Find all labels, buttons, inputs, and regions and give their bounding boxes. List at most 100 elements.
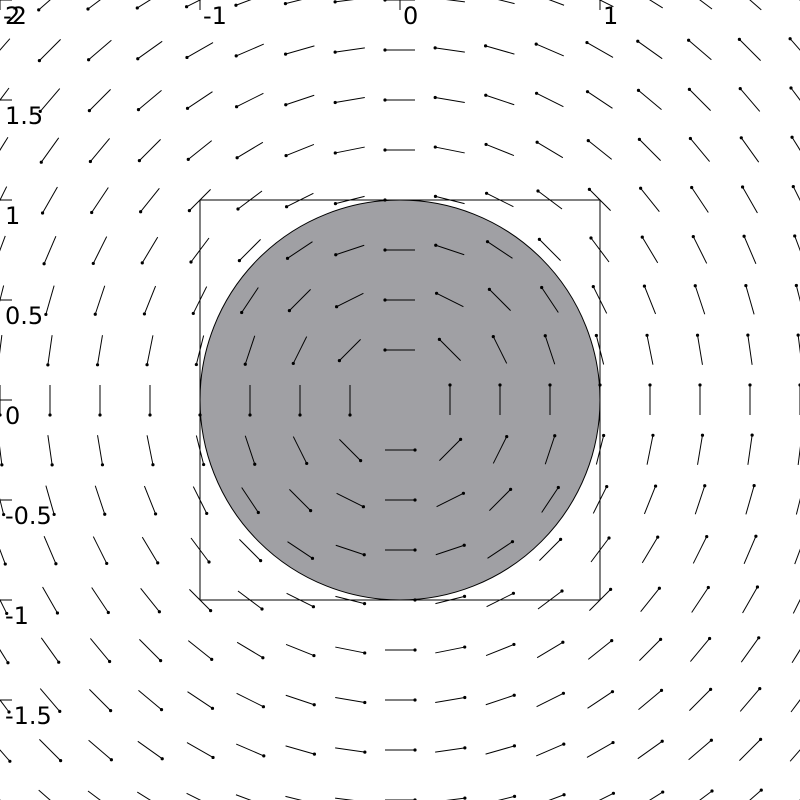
field-arrow: [589, 236, 610, 263]
field-arrow: [48, 385, 52, 417]
field-arrow: [748, 383, 752, 415]
field-arrow: [492, 434, 509, 464]
y-tick-label: -1: [5, 602, 29, 630]
field-arrow: [699, 789, 714, 800]
field-arrow: [738, 87, 761, 112]
field-arrow: [0, 285, 5, 303]
field-arrow: [534, 42, 564, 57]
field-arrow: [90, 638, 112, 664]
field-arrow: [40, 186, 58, 215]
field-arrow: [237, 239, 261, 263]
field-arrow: [0, 186, 8, 202]
field-arrow: [789, 86, 800, 101]
field-arrow: [539, 537, 563, 561]
field-arrow: [0, 87, 10, 101]
field-arrow: [95, 335, 103, 367]
field-arrow: [93, 285, 106, 316]
field-arrow: [334, 292, 364, 309]
field-arrow: [792, 598, 800, 614]
field-arrow: [587, 639, 614, 660]
field-arrow: [692, 534, 709, 564]
field-arrow: [484, 93, 515, 106]
field-arrow: [485, 693, 516, 706]
field-arrow: [235, 141, 264, 160]
field-arrow: [383, 248, 415, 252]
field-arrow: [548, 793, 566, 800]
field-arrow: [485, 744, 517, 755]
field-arrow: [333, 97, 365, 105]
field-arrow: [690, 636, 712, 662]
field-arrow: [636, 88, 662, 110]
field-arrow: [87, 89, 111, 113]
field-arrow: [383, 298, 415, 302]
field-arrow: [548, 383, 552, 415]
field-arrow: [90, 187, 109, 215]
field-arrow: [0, 548, 7, 566]
field-arrow: [639, 637, 663, 661]
field-arrow: [433, 194, 465, 205]
field-arrow: [598, 0, 614, 8]
y-tick-label: -1.5: [5, 702, 52, 730]
field-arrow: [87, 790, 101, 800]
field-arrow: [39, 739, 63, 763]
x-tick-label: 1: [603, 2, 618, 30]
field-arrow: [88, 739, 113, 762]
field-arrow: [234, 43, 264, 58]
field-arrow: [37, 0, 51, 12]
field-arrow: [640, 235, 659, 264]
field-arrow: [0, 699, 11, 714]
field-arrow: [284, 94, 315, 107]
field-arrow: [46, 335, 53, 367]
field-arrow: [139, 187, 160, 214]
field-arrow: [636, 39, 663, 60]
field-arrow: [0, 335, 3, 355]
field-arrow: [498, 383, 502, 415]
y-tick-label: 0: [5, 402, 20, 430]
field-arrow: [483, 44, 515, 55]
field-arrow: [335, 797, 355, 800]
y-tick-label: 1: [5, 202, 20, 230]
field-arrow: [235, 794, 252, 800]
unit-disk: [199, 199, 601, 601]
field-arrow: [148, 385, 152, 417]
field-arrow: [40, 637, 61, 664]
field-arrow: [433, 145, 465, 154]
field-arrow: [0, 385, 2, 417]
field-arrow: [487, 287, 511, 311]
field-arrow: [642, 284, 657, 315]
field-arrow: [42, 586, 60, 615]
field-arrow: [637, 739, 664, 760]
field-arrow: [145, 335, 154, 367]
field-arrow: [646, 433, 655, 465]
field-arrow: [587, 187, 611, 211]
field-arrow: [287, 541, 315, 560]
field-arrow: [742, 585, 760, 614]
field-arrow: [136, 40, 163, 61]
field-arrow: [139, 639, 163, 663]
field-arrow: [795, 497, 800, 515]
field-arrow: [239, 539, 263, 563]
field-arrow: [649, 790, 665, 800]
field-arrow: [687, 87, 711, 111]
field-arrow: [42, 236, 57, 266]
field-arrow: [688, 738, 713, 761]
field-arrow: [0, 137, 9, 151]
field-arrow: [487, 540, 515, 559]
field-arrow: [45, 485, 56, 517]
field-arrow: [292, 436, 309, 466]
field-arrow: [796, 333, 800, 355]
field-arrow: [791, 184, 800, 202]
y-tick-label: 0.5: [5, 302, 43, 330]
field-arrow: [0, 235, 6, 252]
field-arrow: [541, 485, 560, 513]
field-arrow: [485, 240, 513, 259]
field-arrow: [285, 643, 316, 658]
field-arrow: [591, 284, 608, 314]
field-arrow: [146, 435, 155, 467]
field-arrow: [737, 37, 761, 61]
field-arrow: [137, 791, 151, 800]
field-arrow: [745, 483, 756, 515]
field-arrow: [236, 692, 266, 709]
field-arrow: [236, 190, 263, 211]
field-arrow: [88, 138, 110, 164]
